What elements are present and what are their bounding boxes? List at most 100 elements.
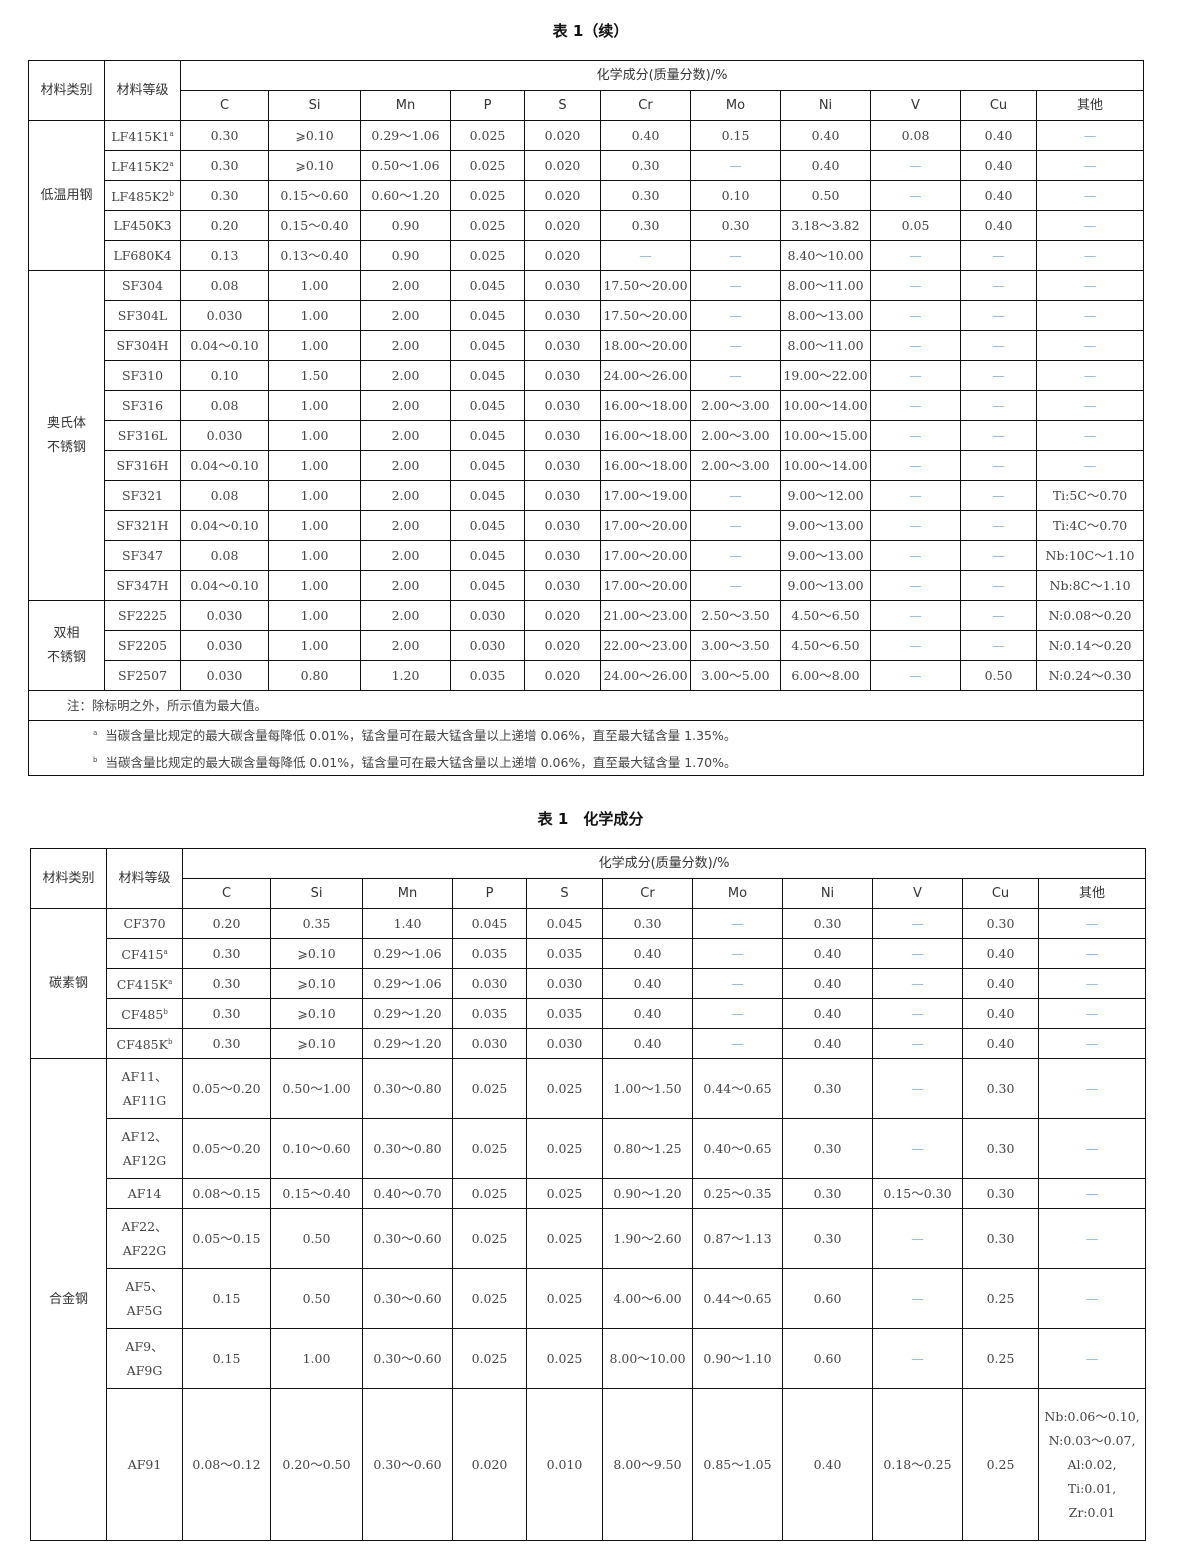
table-cell: 16.00～18.00 <box>600 420 691 451</box>
table-cell: Nb:8C～1.10 <box>1035 570 1145 601</box>
table-cell: 2.00 <box>360 510 451 541</box>
table-cell: 0.85～1.05 <box>692 1388 783 1541</box>
table-cell: — <box>870 150 961 181</box>
footnote-mark: b <box>93 756 98 765</box>
table-cell: 0.60 <box>782 1328 873 1389</box>
column-header-element: 其他 <box>1035 90 1145 121</box>
table-cell: 0.030 <box>524 450 601 481</box>
table-cell: — <box>1035 420 1145 451</box>
table-cell: 0.045 <box>450 390 525 421</box>
material-grade: SF321H <box>104 510 181 541</box>
material-grade: CF485b <box>106 998 183 1029</box>
table-cell: 0.40 <box>782 968 873 999</box>
table-cell: — <box>1037 908 1147 939</box>
table-cell: 2.00 <box>360 420 451 451</box>
table-cell: 0.30 <box>182 968 271 999</box>
table-cell: — <box>960 630 1037 661</box>
table-cell: — <box>870 450 961 481</box>
material-grade: SF304H <box>104 330 181 361</box>
table-cell: 22.00～23.00 <box>600 630 691 661</box>
table-cell: 1.00 <box>268 450 361 481</box>
table-cell: 0.30～0.60 <box>362 1208 453 1269</box>
table-cell: N:0.14～0.20 <box>1035 630 1145 661</box>
table-cell: 0.045 <box>450 330 525 361</box>
material-category: 低温用钢 <box>28 120 105 271</box>
table-cell: 0.30～0.60 <box>362 1328 453 1389</box>
column-header-category: 材料类别 <box>28 60 105 121</box>
table-row: 奥氏体 不锈钢 SF304 0.08 1.00 2.00 0.045 0.030 17.50～… <box>28 270 1145 601</box>
table-cell: 0.10 <box>180 360 269 391</box>
table-cell: 0.30 <box>180 120 269 151</box>
table-cell: 0.50 <box>270 1208 363 1269</box>
table-cell: 0.030 <box>524 360 601 391</box>
table-cell: 8.00～11.00 <box>780 330 871 361</box>
table-cell: — <box>1037 1118 1147 1179</box>
table-cell: — <box>960 510 1037 541</box>
table-cell: 0.025 <box>526 1118 603 1179</box>
table-cell: — <box>960 330 1037 361</box>
table-cell: 8.00～10.00 <box>602 1328 693 1389</box>
table-cell: — <box>1037 1178 1147 1209</box>
table-cell: — <box>960 300 1037 331</box>
table-cell: — <box>960 360 1037 391</box>
table-cell: 0.40 <box>962 968 1039 999</box>
table-cell: 1.00 <box>268 270 361 301</box>
table-cell: 10.00～14.00 <box>780 450 871 481</box>
table-cell: 24.00～26.00 <box>600 660 691 691</box>
table-cell: 0.020 <box>524 240 601 271</box>
table-row: 双相 不锈钢 SF2225 0.030 1.00 2.00 0.030 0.020 21.00… <box>28 600 1145 691</box>
table-cell: — <box>1035 150 1145 181</box>
footnote: b 当碳含量比规定的最大碳含量每降低 0.01%，锰含量可在最大锰含量以上递增 0… <box>93 748 1143 775</box>
table-row: LF450K3 0.20 0.15～0.40 0.90 0.025 0.020 0.30 0.… <box>29 210 1145 241</box>
table-cell: 0.04～0.10 <box>180 570 269 601</box>
table-row: 碳素钢 CF370 0.20 0.35 1.40 0.045 0.045 0.30—0.30—… <box>30 908 1147 1059</box>
table-row: SF321H 0.04～0.10 1.00 2.00 0.045 0.030 17.00～2… <box>29 510 1145 541</box>
table-cell: 0.25 <box>962 1328 1039 1389</box>
table-cell: — <box>870 360 961 391</box>
table-cell: 0.030 <box>524 420 601 451</box>
table-note: 注：除标明之外，所示值为最大值。 <box>27 690 1145 721</box>
table-cell: — <box>872 1028 963 1059</box>
table-cell: 0.80～1.25 <box>602 1118 693 1179</box>
table-cell: ⩾0.10 <box>268 150 361 181</box>
table-cell: — <box>870 480 961 511</box>
column-group-header: 化学成分(质量分数)/% <box>181 848 1147 879</box>
table-cell: 0.030 <box>180 300 269 331</box>
table-cell: 0.10 <box>690 180 781 211</box>
table-cell: 16.00～18.00 <box>600 390 691 421</box>
table-cell: — <box>1037 1058 1147 1119</box>
table-cell: — <box>1037 1328 1147 1389</box>
column-header-category: 材料类别 <box>30 848 107 909</box>
table-cell: 0.045 <box>450 510 525 541</box>
table-cell: 0.40 <box>602 968 693 999</box>
table-row: CF485Kb 0.30 ⩾0.10 0.29～1.20 0.030 0.030 0.40—… <box>31 1028 1147 1059</box>
table-cell: — <box>960 450 1037 481</box>
table-cell: 0.045 <box>450 480 525 511</box>
table-cell: — <box>1037 1028 1147 1059</box>
column-header-element: S <box>524 90 601 121</box>
table-cell: 0.40 <box>962 1028 1039 1059</box>
table-cell: 0.30 <box>602 908 693 939</box>
table-cell: — <box>690 330 781 361</box>
material-grade: SF347 <box>104 540 181 571</box>
material-grade: SF347H <box>104 570 181 601</box>
column-header-element: 其他 <box>1037 878 1147 909</box>
table-cell: 0.25 <box>962 1268 1039 1329</box>
table-cell: 0.010 <box>526 1388 603 1541</box>
footnote-reference: a <box>169 129 174 138</box>
table-cell: 0.29～1.06 <box>362 968 453 999</box>
table-cell: 0.29～1.06 <box>360 120 451 151</box>
table-cell: 0.40 <box>782 938 873 969</box>
table-row: 低温用钢 LF415K1a 0.30 ⩾0.10 0.29～1.06 0.025 0.020… <box>28 120 1145 271</box>
material-grade: CF370 <box>106 908 183 939</box>
table-cell: 1.00 <box>268 630 361 661</box>
table-cell: 1.00 <box>270 1328 363 1389</box>
column-header-element: V <box>870 90 961 121</box>
table-cell: 0.50 <box>780 180 871 211</box>
table-cell: — <box>1035 450 1145 481</box>
table-cell: ⩾0.10 <box>270 968 363 999</box>
table-cell: ⩾0.10 <box>270 938 363 969</box>
material-grade: SF2507 <box>104 660 181 691</box>
table-cell: 9.00～13.00 <box>780 570 871 601</box>
table-cell: 0.10～0.60 <box>270 1118 363 1179</box>
